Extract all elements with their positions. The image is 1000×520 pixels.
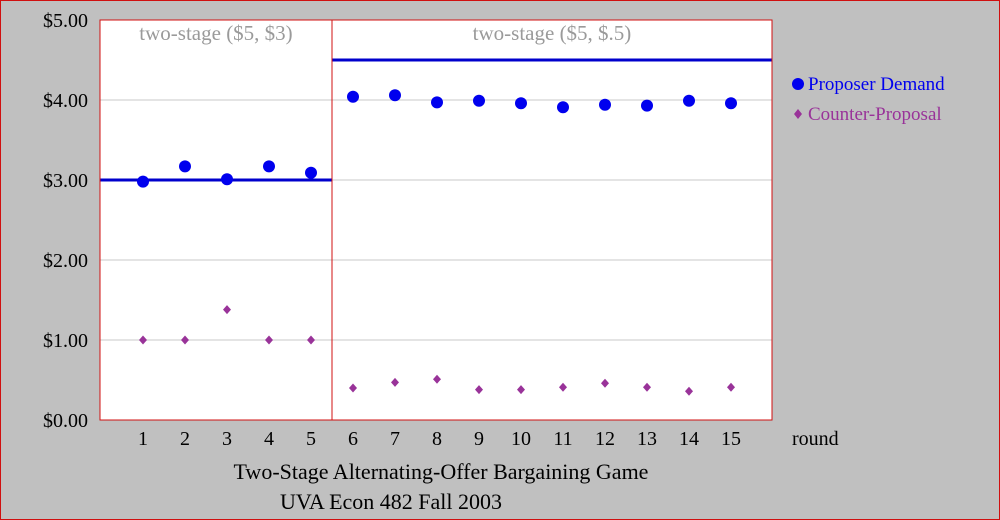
proposer-demand-point — [641, 99, 653, 112]
y-tick-labels: $0.00 $1.00 $2.00 $3.00 $4.00 $5.00 — [43, 10, 88, 432]
x-tick-label: 15 — [721, 428, 741, 450]
x-tick-labels: 1 2 3 4 5 6 7 8 9 10 11 12 13 14 15 — [138, 428, 741, 450]
y-tick-label: $2.00 — [43, 250, 88, 272]
counter-proposal-point — [727, 382, 735, 392]
proposer-demand-point — [431, 96, 443, 109]
y-tick-label: $5.00 — [43, 10, 88, 32]
proposer-demand-point — [599, 98, 611, 111]
proposer-demand-point — [389, 89, 401, 102]
proposer-demand-point — [473, 94, 485, 107]
legend: Proposer Demand Counter-Proposal — [792, 74, 945, 125]
data-points — [137, 89, 737, 396]
x-tick-label: 1 — [138, 428, 148, 450]
proposer-demand-point — [263, 160, 275, 173]
x-tick-label: 6 — [348, 428, 358, 450]
stage-label-1: two-stage ($5, $3) — [139, 21, 292, 45]
y-tick-label: $0.00 — [43, 410, 88, 432]
proposer-demand-point — [515, 97, 527, 110]
x-tick-label: 9 — [474, 428, 484, 450]
counter-proposal-point — [349, 383, 357, 393]
x-tick-label: 5 — [306, 428, 316, 450]
proposer-demand-point — [683, 94, 695, 107]
counter-proposal-point — [391, 377, 399, 387]
counter-proposal-point — [685, 386, 693, 396]
proposer-demand-point — [137, 175, 149, 188]
x-tick-label: 13 — [637, 428, 657, 450]
chart-subtitle: UVA Econ 482 Fall 2003 — [280, 489, 502, 514]
x-tick-label: 7 — [390, 428, 400, 450]
counter-proposal-point — [559, 382, 567, 392]
proposer-demand-point — [305, 166, 317, 179]
y-tick-label: $4.00 — [43, 90, 88, 112]
counter-proposal-point — [307, 335, 315, 345]
x-axis-label: round — [792, 428, 839, 450]
chart-title: Two-Stage Alternating-Offer Bargaining G… — [234, 459, 649, 484]
legend-label-counter-proposal: Counter-Proposal — [808, 104, 942, 125]
counter-proposal-point — [517, 385, 525, 395]
x-tick-label: 10 — [511, 428, 531, 450]
x-tick-label: 2 — [180, 428, 190, 450]
proposer-demand-point — [179, 160, 191, 173]
counter-proposal-point — [601, 378, 609, 388]
stage-labels: two-stage ($5, $3) two-stage ($5, $.5) — [139, 21, 631, 45]
plot-border — [99, 19, 773, 421]
counter-proposal-point — [475, 385, 483, 395]
counter-proposal-point — [643, 382, 651, 392]
proposer-demand-point — [221, 173, 233, 186]
counter-proposal-point — [265, 335, 273, 345]
x-tick-label: 3 — [222, 428, 232, 450]
x-tick-label: 4 — [264, 428, 274, 450]
x-tick-label: 11 — [553, 428, 572, 450]
legend-marker-proposer-demand — [792, 78, 804, 90]
counter-proposal-point — [181, 335, 189, 345]
proposer-demand-point — [725, 97, 737, 110]
legend-marker-counter-proposal — [794, 109, 802, 119]
proposer-demand-point — [557, 101, 569, 114]
y-tick-label: $3.00 — [43, 170, 88, 192]
x-tick-label: 14 — [679, 428, 699, 450]
y-tick-label: $1.00 — [43, 330, 88, 352]
stage-label-2: two-stage ($5, $.5) — [473, 21, 632, 45]
proposer-demand-point — [347, 90, 359, 103]
x-tick-label: 8 — [432, 428, 442, 450]
counter-proposal-point — [433, 374, 441, 384]
plot-area — [100, 20, 772, 420]
counter-proposal-point — [223, 305, 231, 315]
legend-label-proposer-demand: Proposer Demand — [808, 74, 945, 95]
x-tick-label: 12 — [595, 428, 615, 450]
counter-proposal-point — [139, 335, 147, 345]
